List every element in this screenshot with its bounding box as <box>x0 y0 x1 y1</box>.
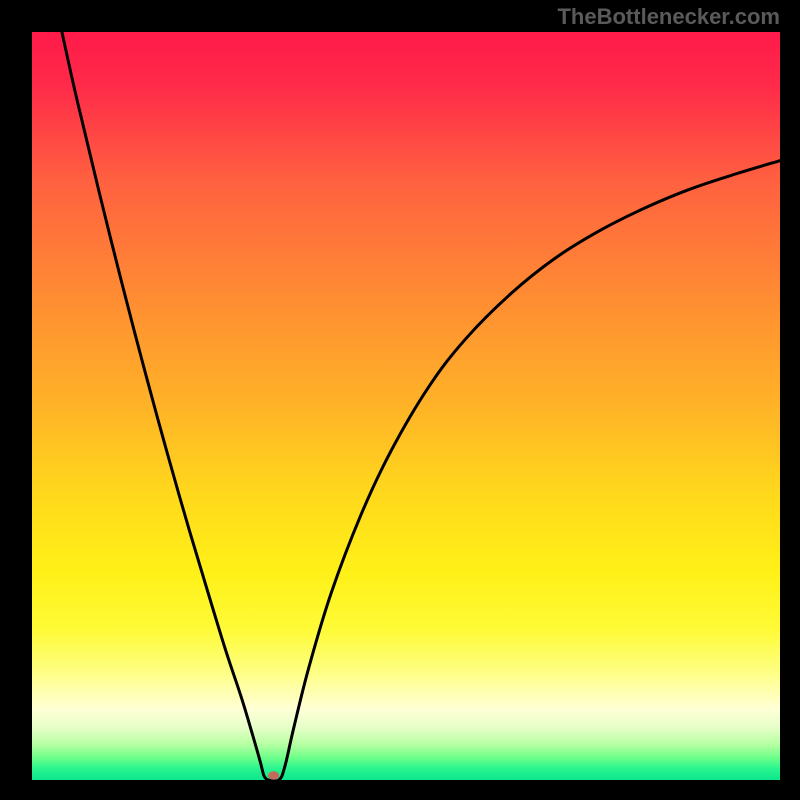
chart-container: TheBottlenecker.com <box>0 0 800 800</box>
curve-right <box>268 161 780 780</box>
plot-area <box>32 32 780 780</box>
curve-left <box>62 32 268 780</box>
curve-overlay <box>32 32 780 780</box>
watermark-label: TheBottlenecker.com <box>557 4 780 30</box>
minimum-marker <box>268 771 279 779</box>
